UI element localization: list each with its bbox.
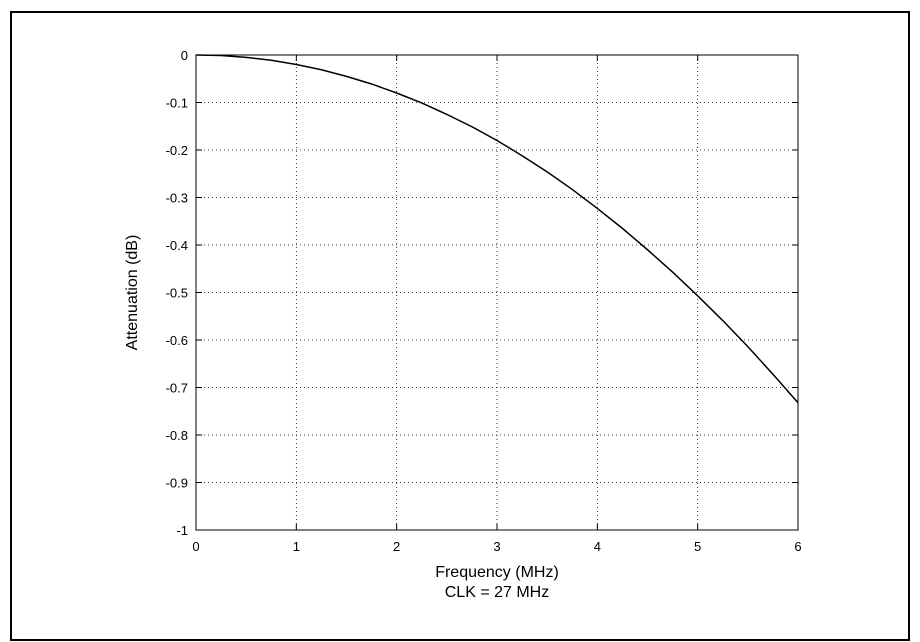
x-tick-label: 4 (594, 539, 601, 554)
series-lines (195, 54, 799, 404)
y-tick-label: -0.9 (166, 476, 188, 491)
x-tick-label: 3 (493, 539, 500, 554)
y-tick-label: -0.7 (166, 381, 188, 396)
grid (196, 55, 798, 530)
y-tick-label: -0.3 (166, 191, 188, 206)
y-tick-label: 0 (181, 48, 188, 63)
y-tick-label: -0.1 (166, 96, 188, 111)
x-tick-label: 0 (192, 539, 199, 554)
y-tick-label: -1 (176, 523, 188, 538)
x-axis-label: Frequency (MHz) (435, 564, 559, 581)
x-tick-label: 5 (694, 539, 701, 554)
y-tick-label: -0.8 (166, 428, 188, 443)
x-tick-label: 6 (794, 539, 801, 554)
x-tick-label: 1 (293, 539, 300, 554)
y-axis-label: Attenuation (dB) (124, 235, 141, 351)
y-tick-label: -0.2 (166, 143, 188, 158)
figure-frame (10, 11, 910, 641)
axis-ticks: 0 1 2 3 4 5 6 0 -0.1 -0.2 -0.3 -0.4 -0.5 -0.6 -0.7 -0.8… (166, 48, 802, 554)
x-tick-label: 2 (393, 539, 400, 554)
x-axis-sublabel: CLK = 27 MHz (445, 584, 549, 601)
y-tick-label: -0.6 (166, 333, 188, 348)
series-line-0 (195, 54, 799, 404)
y-tick-label: -0.5 (166, 286, 188, 301)
y-tick-label: -0.4 (166, 238, 188, 253)
